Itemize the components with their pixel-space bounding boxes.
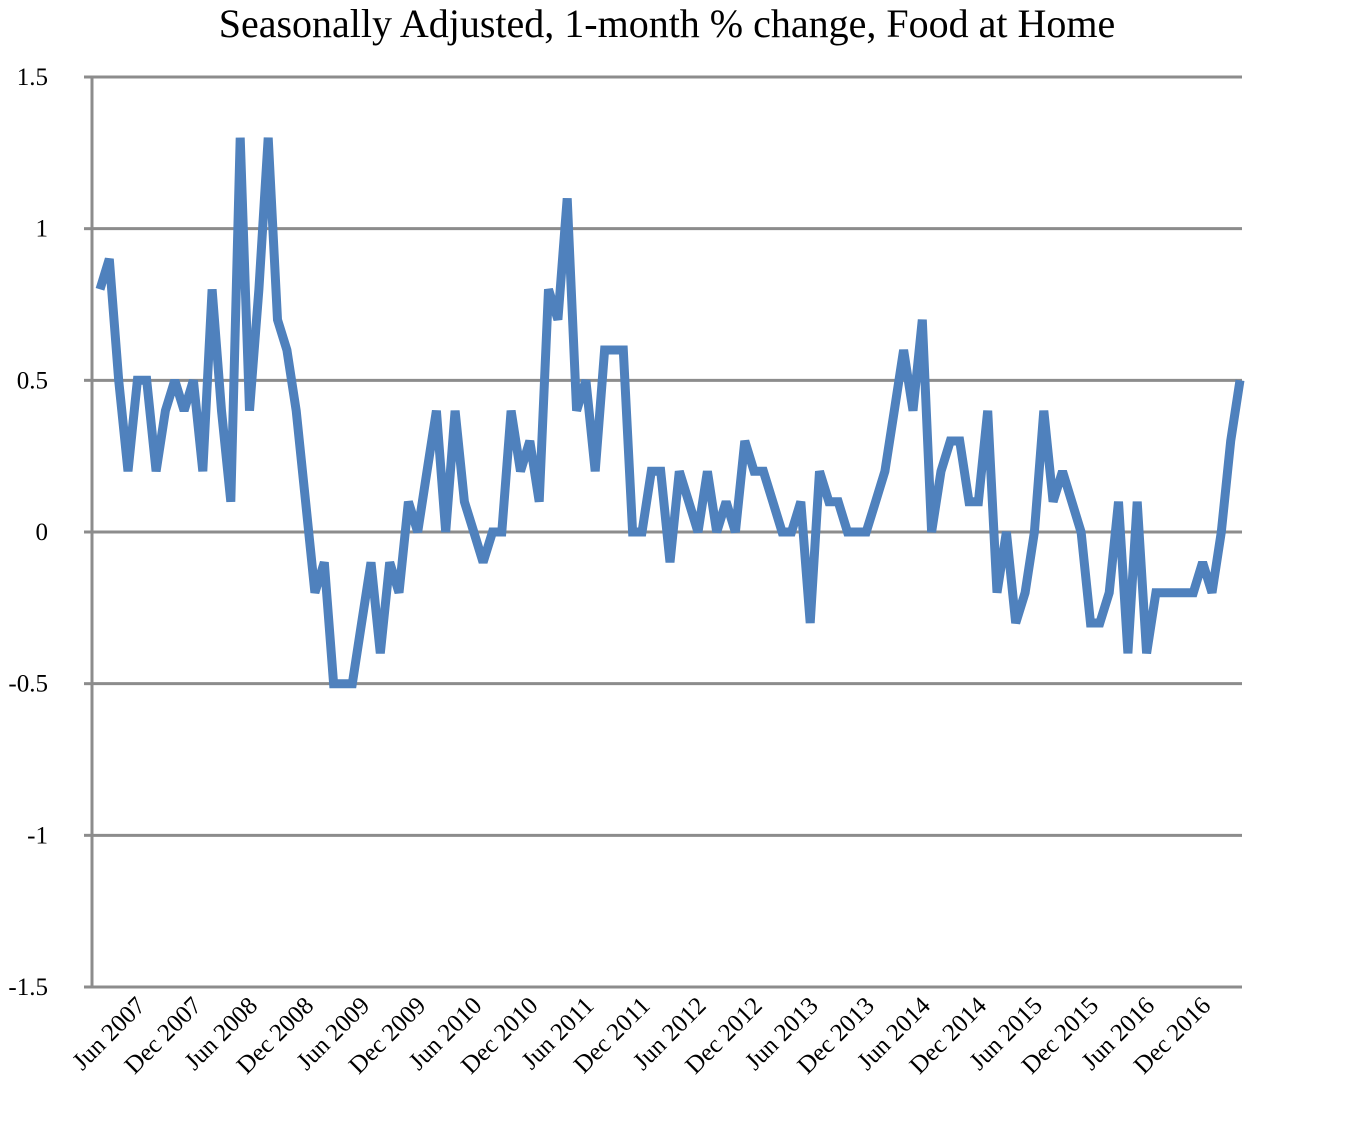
axes xyxy=(84,75,94,989)
y-tick-labels: -1.5 -1 -0.5 0 0.5 1 1.5 xyxy=(8,64,48,1001)
y-tick-label: 1.5 xyxy=(17,64,48,91)
y-tick-label: 0.5 xyxy=(17,367,48,394)
chart-title: Seasonally Adjusted, 1-month % change, F… xyxy=(218,1,1116,46)
y-tick-label: -0.5 xyxy=(8,671,48,698)
y-tick-label: -1 xyxy=(27,822,48,849)
series-layer xyxy=(95,137,1245,689)
y-tick-label: 1 xyxy=(36,216,49,243)
y-tick-label: 0 xyxy=(36,519,49,546)
y-tick-label: -1.5 xyxy=(8,974,48,1001)
series-line xyxy=(95,137,1245,689)
gridlines xyxy=(92,75,1242,989)
